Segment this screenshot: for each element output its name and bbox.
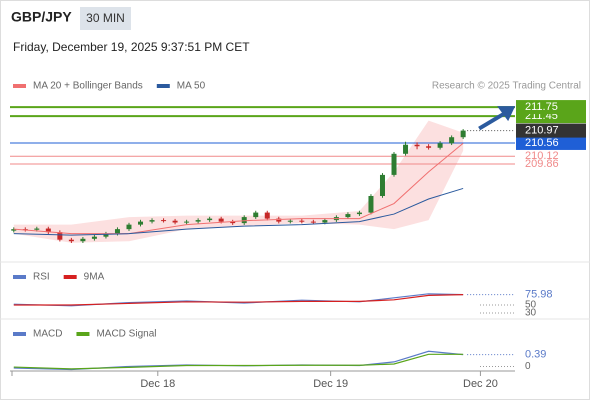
candle-body — [310, 221, 316, 223]
candle-body — [184, 221, 190, 223]
y-tick-label: 50 — [525, 300, 537, 311]
candle-body — [80, 238, 86, 242]
level-label: 210.56 — [525, 137, 559, 149]
indicator-line — [13, 294, 464, 306]
y-tick-label: 30 — [525, 308, 537, 319]
level-label: 209.86 — [525, 158, 559, 170]
timestamp: Friday, December 19, 2025 9:37:51 PM CET — [13, 40, 250, 54]
forecast-arrow — [478, 111, 507, 131]
symbol: GBP/JPY — [11, 9, 72, 25]
candle-body — [368, 195, 374, 213]
candle-body — [103, 233, 109, 237]
candle-body — [391, 153, 397, 175]
x-tick-label: Dec 18 — [140, 378, 175, 390]
candle-body — [218, 218, 224, 222]
x-tick-label: Dec 20 — [463, 378, 498, 390]
candle-body — [264, 212, 270, 219]
interval: 30 MIN — [86, 11, 125, 25]
forecast-arrowhead — [497, 106, 516, 122]
candle-body — [126, 224, 132, 230]
candle-body — [57, 232, 63, 240]
candle-body — [345, 214, 351, 218]
credit: Research © 2025 Trading Central — [432, 81, 581, 92]
ma-line — [13, 187, 464, 236]
legend-label: MACD — [33, 329, 62, 340]
candle-body — [322, 220, 328, 223]
candle-body — [276, 218, 282, 222]
candle-body — [437, 143, 443, 148]
level-label: 211.75 — [525, 101, 558, 113]
candle-body — [91, 236, 97, 239]
candle-body — [460, 130, 466, 138]
current-price-box — [516, 123, 586, 138]
candle-body — [241, 217, 247, 224]
legend-swatch — [13, 275, 26, 279]
legend-swatch — [76, 332, 90, 336]
candle-body — [253, 212, 259, 218]
level-label: 210.12 — [525, 150, 559, 162]
candle-body — [426, 146, 432, 148]
legend-swatch — [63, 275, 77, 279]
candle-body — [34, 228, 40, 230]
bollinger-band — [13, 120, 464, 243]
legend-label: MACD Signal — [96, 329, 156, 340]
level-box — [516, 100, 586, 115]
candle-body — [403, 144, 409, 154]
candle-body — [114, 229, 120, 234]
interval-box — [80, 7, 131, 30]
candle-body — [11, 229, 17, 231]
candle-body — [414, 144, 420, 147]
legend-label: RSI — [33, 272, 50, 283]
candle-body — [172, 220, 178, 223]
y-tick-label: 0 — [525, 361, 531, 372]
legend-label: MA 50 — [177, 81, 206, 92]
candle-body — [356, 212, 362, 215]
level-box — [516, 135, 586, 150]
current-value-label: 0.39 — [525, 349, 546, 361]
candle-body — [45, 228, 51, 233]
candle-body — [230, 221, 236, 224]
legend-swatch — [156, 84, 170, 88]
candle-body — [379, 174, 385, 196]
candle-body — [138, 221, 144, 225]
candle-body — [287, 220, 293, 222]
candle-body — [68, 239, 74, 242]
candle-body — [149, 220, 155, 222]
legend-label: 9MA — [84, 272, 105, 283]
legend-swatch — [13, 332, 26, 336]
legend-swatch — [13, 84, 26, 88]
candle-body — [449, 137, 455, 144]
candle-body — [207, 218, 213, 221]
x-tick-label: Dec 19 — [313, 378, 348, 390]
legend-label: MA 20 + Bollinger Bands — [33, 81, 143, 92]
ma-line — [13, 142, 464, 235]
candle-body — [161, 220, 167, 222]
candle-body — [299, 220, 305, 222]
indicator-line — [13, 353, 464, 370]
current-value-label: 75.98 — [525, 289, 553, 301]
candle-body — [195, 220, 201, 222]
current-price-label: 210.97 — [525, 124, 559, 136]
